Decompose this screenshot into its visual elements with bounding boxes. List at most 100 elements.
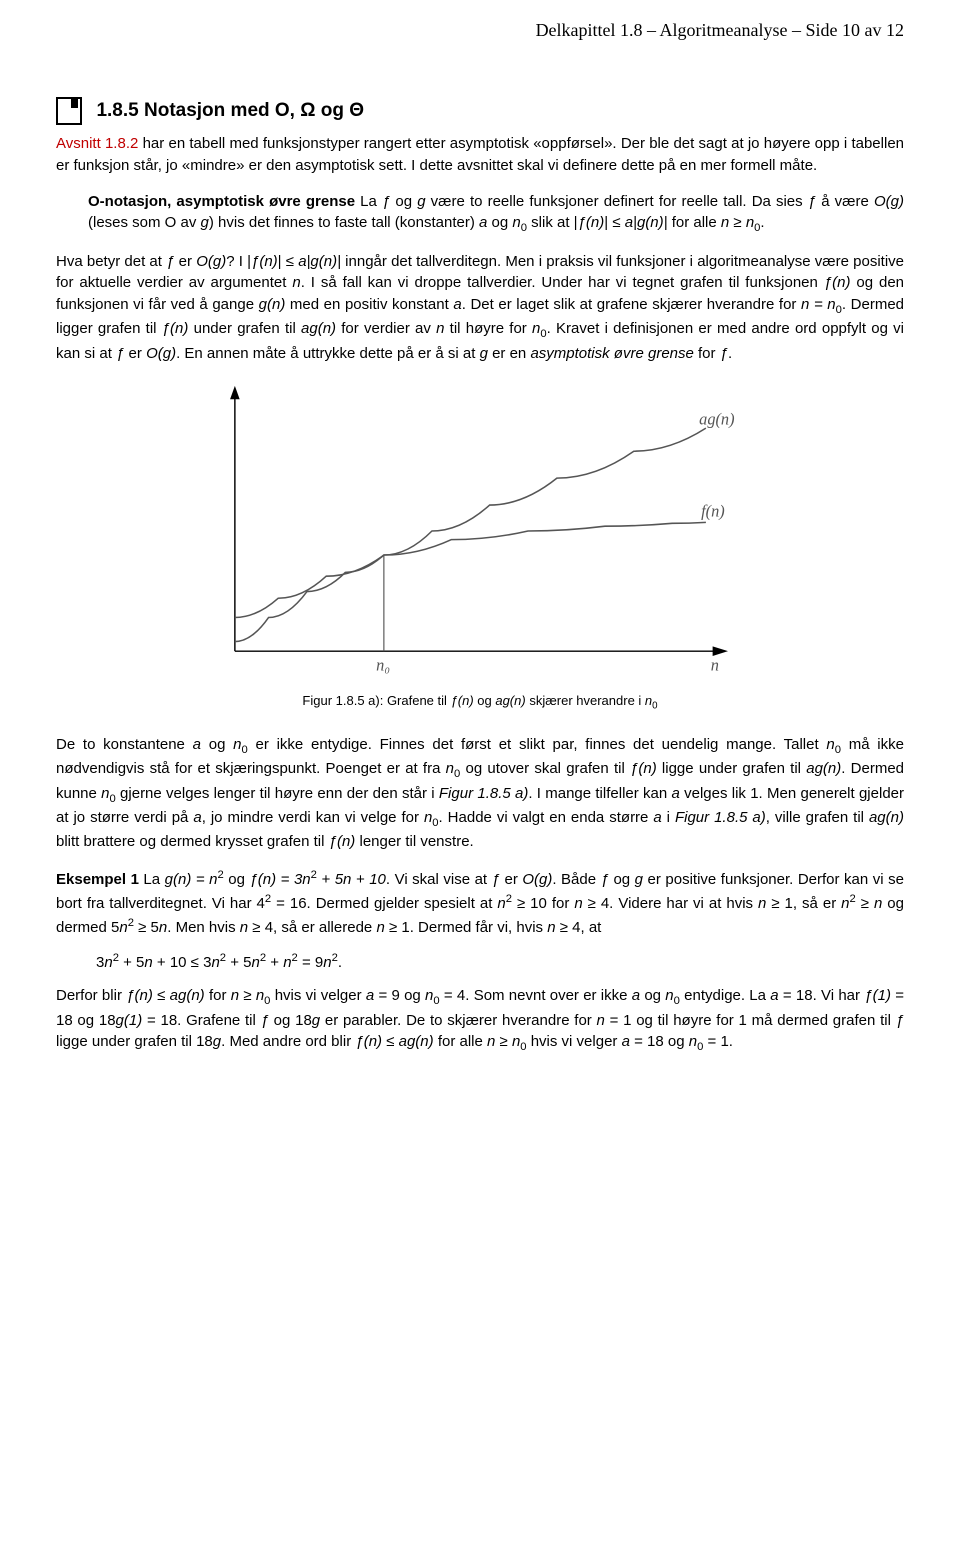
p2-fn: ƒ(n) xyxy=(251,253,278,270)
ex-text: = 16. Dermed gjelder spesielt at xyxy=(271,895,497,912)
p2-g: g xyxy=(480,345,488,362)
intro-text: har en tabell med funksjonstyper rangert… xyxy=(56,135,904,174)
p4-text: = 9 og xyxy=(374,987,425,1004)
p2-n: n = n xyxy=(801,296,836,313)
p2-n: n xyxy=(292,274,300,291)
ex-text: ≥ 5 xyxy=(134,919,159,936)
section-heading-row: 1.8.5 Notasjon med O, Ω og Θ xyxy=(56,97,904,125)
p4-text: hvis vi velger xyxy=(270,987,365,1004)
p2-f: ƒ xyxy=(720,345,728,362)
ex-fn2: + 5n + 10 xyxy=(317,871,386,888)
p3-a: a xyxy=(672,785,680,802)
p4-a: a xyxy=(770,987,778,1004)
p4-text: ≤ xyxy=(382,1033,399,1050)
p4-a: a xyxy=(366,987,374,1004)
p4-text: = 18. Vi har xyxy=(779,987,865,1004)
figure-caption: Figur 1.8.5 a): Grafene til ƒ(n) og ag(n… xyxy=(56,693,904,712)
p4-text: er parabler. De to skjærer hverandre for xyxy=(320,1012,596,1029)
p3-text: gjerne velges lenger til høyre enn der d… xyxy=(116,785,439,802)
ex-text: ≥ 4. Videre har vi at hvis xyxy=(583,895,758,912)
p2-emph: asymptotisk øvre grense xyxy=(530,345,693,362)
p4-n0: n xyxy=(256,987,264,1004)
p2-a: a xyxy=(453,296,461,313)
p2-fn: ƒ(n) xyxy=(824,274,851,291)
p4-text: entydige. La xyxy=(680,987,770,1004)
p2-Og: O(g) xyxy=(146,345,176,362)
p2-text: . xyxy=(728,345,732,362)
p4-g1: g(1) xyxy=(116,1012,143,1029)
p4-g: g xyxy=(312,1012,320,1029)
ex-n2: n xyxy=(497,895,505,912)
p3-agn: ag(n) xyxy=(806,760,841,777)
ex-text: og xyxy=(609,871,635,888)
ex-fn: ƒ(n) = 3n xyxy=(249,871,310,888)
avsnitt-ref: Avsnitt 1.8.2 xyxy=(56,135,138,152)
def-text: (leses som O av xyxy=(88,214,201,231)
p4-text: og xyxy=(640,987,665,1004)
p4-text: ligge under grafen til 18 xyxy=(56,1033,213,1050)
p2-text: er xyxy=(124,345,146,362)
def-text: ≥ xyxy=(729,214,746,231)
p3-n0: n xyxy=(233,736,241,753)
p2-text: under grafen til xyxy=(188,320,301,337)
svg-text:f(n): f(n) xyxy=(701,502,725,521)
def-n: n xyxy=(721,214,729,231)
constants-paragraph: De to konstantene a og n0 er ikke entydi… xyxy=(56,734,904,853)
p4-text: for xyxy=(205,987,231,1004)
def-text: og xyxy=(487,214,512,231)
def-text: slik at | xyxy=(527,214,578,231)
p3-fig: Figur 1.8.5 a) xyxy=(675,809,766,826)
p2-text: til høyre for xyxy=(444,320,532,337)
p3-text: i xyxy=(662,809,675,826)
p2-text: er xyxy=(174,253,196,270)
p3-text: og xyxy=(201,736,233,753)
ex-g: g xyxy=(635,871,643,888)
def-text: og xyxy=(390,193,417,210)
p4-g: g xyxy=(213,1033,221,1050)
ex-n: n xyxy=(547,919,555,936)
p2-text: med en positiv konstant xyxy=(285,296,453,313)
explanation-paragraph: Hva betyr det at ƒ er O(g)? I |ƒ(n)| ≤ a… xyxy=(56,251,904,365)
svg-text:n₀: n₀ xyxy=(376,656,390,675)
ex-text: La xyxy=(139,871,165,888)
p3-a: a xyxy=(193,809,201,826)
p4-text: = 1. xyxy=(703,1033,733,1050)
p3-text: . Hadde vi valgt en enda større xyxy=(439,809,654,826)
ex-text: ≥ 10 for xyxy=(512,895,574,912)
p3-text: . I mange tilfeller kan xyxy=(528,785,671,802)
p2-text: for verdier av xyxy=(336,320,436,337)
def-text: . xyxy=(760,214,764,231)
caption-fn: ƒ(n) xyxy=(451,693,474,708)
p4-text: = 18. Grafene til xyxy=(142,1012,260,1029)
p4-text: hvis vi velger xyxy=(527,1033,622,1050)
ex-text: . Men hvis xyxy=(167,919,240,936)
definition-lead: O-notasjon, asymptotisk øvre grense xyxy=(88,193,355,210)
def-n0: n xyxy=(512,214,520,231)
caption-text: skjærer hverandre i xyxy=(526,693,645,708)
ex-text: og xyxy=(224,871,250,888)
def-text: være to reelle funksjoner definert for r… xyxy=(426,193,808,210)
def-f: ƒ xyxy=(808,193,816,210)
p4-text: og 18 xyxy=(269,1012,312,1029)
p3-fig: Figur 1.8.5 a) xyxy=(439,785,528,802)
ex-text: ≥ 4, at xyxy=(556,919,602,936)
p3-text: , jo mindre verdi kan vi velge for xyxy=(202,809,424,826)
p4-a: a xyxy=(632,987,640,1004)
def-text: La xyxy=(355,193,382,210)
ex-n: n xyxy=(240,919,248,936)
def-fn: ƒ(n) xyxy=(578,214,605,231)
def-n0: n xyxy=(746,214,754,231)
def-agn: a|g(n)| xyxy=(625,214,668,231)
p4-f1: ƒ(1) xyxy=(864,987,891,1004)
svg-text:n: n xyxy=(711,656,719,675)
example-paragraph: Eksempel 1 La g(n) = n2 og ƒ(n) = 3n2 + … xyxy=(56,867,904,938)
ex-text: . Vi skal vise at xyxy=(386,871,492,888)
example-lead: Eksempel 1 xyxy=(56,871,139,888)
p4-text: . Med andre ord blir xyxy=(221,1033,355,1050)
p3-a: a xyxy=(193,736,201,753)
intro-paragraph: Avsnitt 1.8.2 har en tabell med funksjon… xyxy=(56,133,904,177)
p4-n: n xyxy=(231,987,239,1004)
def-text: for alle xyxy=(668,214,721,231)
ex-n2: n xyxy=(119,919,127,936)
chart-figure: ag(n)f(n)n₀n xyxy=(220,382,740,685)
